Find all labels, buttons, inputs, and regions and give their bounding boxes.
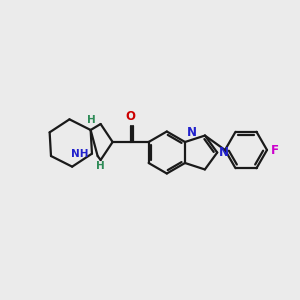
Text: N: N (187, 126, 197, 139)
Text: F: F (271, 143, 279, 157)
Text: N: N (219, 146, 229, 159)
Text: NH: NH (71, 149, 89, 159)
Text: H: H (96, 161, 105, 171)
Text: O: O (126, 110, 136, 123)
Text: H: H (87, 115, 96, 125)
